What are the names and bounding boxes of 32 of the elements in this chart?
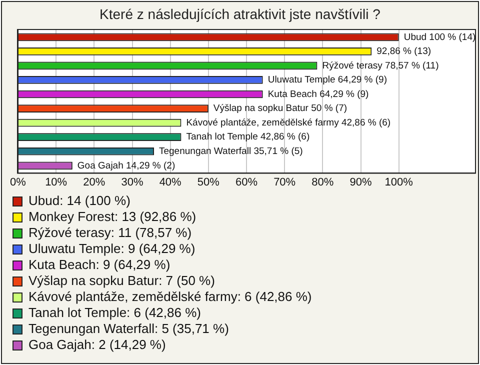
- x-tick-label: 30%: [121, 176, 144, 188]
- data-label: 92,86 % (13): [376, 46, 432, 58]
- data-label: Výšlap na sopku Batur 50 % (7): [213, 103, 348, 114]
- x-tick-label: 60%: [235, 176, 258, 188]
- x-tick-label: 80%: [312, 176, 334, 188]
- legend-label: Tegenungan Waterfall: 5 (35,71 %): [28, 321, 229, 336]
- data-label: Ubud 100 % (14): [404, 32, 476, 43]
- data-label: Kuta Beach 64,29 % (9): [268, 88, 369, 100]
- legend-label: Kávové plantáže, zemědělské farmy: 6 (42,86 %): [28, 289, 312, 304]
- data-label: Tegenungan Waterfall 35,71 % (5): [158, 146, 303, 158]
- data-label: Rýžové terasy 78,57 % (11): [322, 60, 439, 72]
- x-tick-label: 40%: [159, 176, 182, 188]
- legend-label: Výšlap na sopku Batur: 7 (50 %): [28, 273, 215, 288]
- chart-title: Které z následujících atraktivit jste navštívili ?: [98, 6, 382, 24]
- legend-label: Goa Gajah: 2 (14,29 %): [28, 337, 166, 352]
- data-label: Goa Gajah 14,29 % (2): [77, 160, 176, 172]
- data-label: Kávové plantáže, zemědělské farmy 42,86 % (6): [186, 117, 391, 128]
- legend-label: Rýžové terasy: 11 (78,57 %): [28, 225, 192, 240]
- x-tick-label: 100%: [384, 176, 414, 188]
- legend-label: Ubud: 14 (100 %): [28, 193, 130, 208]
- x-tick-label: 20%: [83, 176, 106, 188]
- x-tick-label: 70%: [274, 176, 296, 188]
- x-tick-label: 10%: [45, 176, 68, 188]
- data-label: Uluwatu Temple 64,29 % (9): [268, 74, 388, 86]
- legend-label: Monkey Forest: 13 (92,86 %): [28, 209, 196, 224]
- x-tick-label: 90%: [350, 176, 372, 188]
- legend-label: Kuta Beach: 9 (64,29 %): [28, 257, 170, 272]
- legend-label: Uluwatu Temple: 9 (64,29 %): [28, 241, 196, 256]
- x-tick-label: 50%: [197, 176, 220, 188]
- legend-label: Tanah lot Temple: 6 (42,86 %): [28, 305, 201, 320]
- data-label: Tanah lot Temple 42,86 % (6): [186, 132, 310, 143]
- x-tick-label: 0%: [10, 176, 26, 188]
